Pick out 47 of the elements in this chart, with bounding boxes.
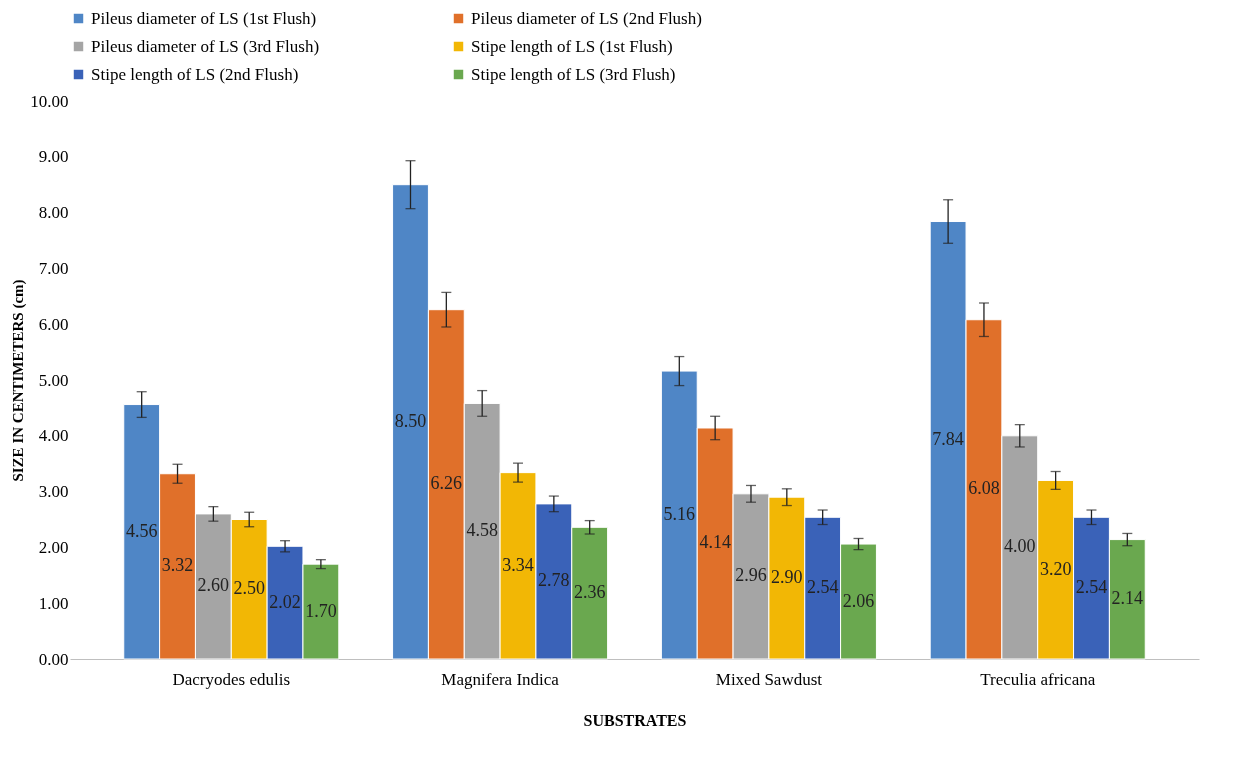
data-label: 3.20 [1039,558,1072,579]
legend-label: Pileus diameter of LS (1st Flush) [91,8,317,28]
x-axis-title: SUBSTRATES [583,711,687,729]
data-label: 4.14 [699,532,731,553]
data-label: 2.60 [197,575,230,596]
data-label: 2.54 [1075,577,1108,598]
data-label: 7.84 [932,429,964,450]
y-tick-label: 0.00 [38,649,69,669]
data-label: 2.02 [269,591,301,612]
y-tick-label: 1.00 [38,593,69,613]
data-label: 2.06 [842,590,875,611]
data-label: 3.34 [502,554,534,575]
legend-label: Stipe length of LS (2nd Flush) [91,64,299,84]
data-label: 4.58 [466,520,498,541]
data-label: 2.50 [233,578,265,599]
data-label: 2.96 [735,565,767,586]
x-tick-label: Dacryodes edulis [172,669,291,689]
data-label: 1.70 [305,600,337,621]
legend-label: Stipe length of LS (1st Flush) [471,36,673,56]
data-label: 2.36 [573,582,606,603]
data-label: 3.32 [161,555,194,576]
data-label: 2.90 [771,567,803,588]
data-label: 2.54 [806,577,839,598]
data-label: 5.16 [663,504,696,525]
y-tick-label: 8.00 [38,203,69,223]
legend-label: Stipe length of LS (3rd Flush) [471,64,676,84]
x-tick-label: Mixed Sawdust [715,669,823,689]
y-tick-label: 4.00 [38,426,69,446]
y-tick-label: 3.00 [38,482,69,502]
y-tick-label: 5.00 [38,370,69,390]
y-tick-label: 2.00 [38,537,69,557]
data-label: 8.50 [394,410,427,431]
legend-label: Pileus diameter of LS (2nd Flush) [471,8,702,28]
data-label: 4.56 [125,520,158,541]
y-tick-label: 6.00 [38,314,69,334]
y-axis-title: SIZE IN CENTIMETERS (cm) [10,279,28,482]
data-label: 2.14 [1111,588,1144,609]
y-tick-label: 7.00 [38,258,69,278]
legend-label: Pileus diameter of LS (3rd Flush) [91,36,320,56]
y-tick-label: 9.00 [38,147,69,167]
x-tick-label: Treculia africana [980,669,1096,689]
data-label: 6.08 [968,478,1000,499]
y-tick-label: 10.00 [30,91,69,111]
data-label: 6.26 [430,473,463,494]
data-label: 4.00 [1004,536,1036,557]
x-tick-label: Magnifera Indica [441,669,560,689]
data-label: 2.78 [538,570,570,591]
